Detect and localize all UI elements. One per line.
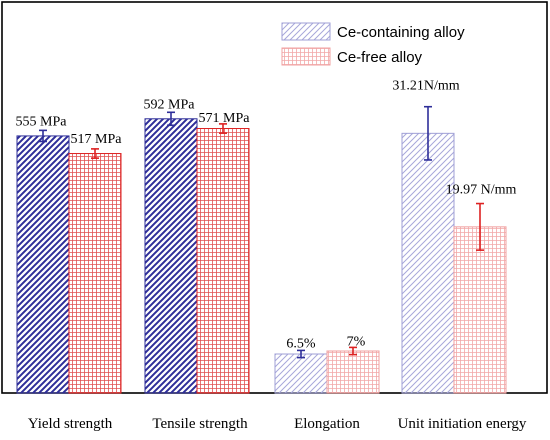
data-label-ce-free-3: 19.97 N/mm [446,183,517,198]
data-label-ce-free-1: 571 MPa [199,111,251,126]
data-label-ce-containing-3: 31.21N/mm [392,79,459,94]
data-label-ce-free-2: 7% [347,334,366,349]
bar-ce-free-3 [453,226,507,394]
error-bar-ce-containing-2 [297,349,305,359]
error-bar-ce-containing-3 [424,105,432,161]
x-tick-label-1: Tensile strength [152,416,248,432]
legend-swatch-ce-free [281,47,331,66]
bar-ce-free-1 [196,128,250,394]
bar-ce-containing-2 [274,353,328,394]
x-tick-label-3: Unit initiation energy [398,416,527,432]
data-label-ce-free-0: 517 MPa [71,132,123,147]
error-bar-ce-free-3 [476,202,484,251]
bar-ce-free-2 [326,350,380,394]
x-tick-label-0: Yield strength [28,416,113,432]
error-bar-ce-free-0 [91,148,99,159]
data-label-ce-containing-0: 555 MPa [16,114,68,129]
legend-label-ce-free: Ce-free alloy [337,49,423,66]
bar-ce-containing-3 [401,132,455,394]
bar-ce-free-0 [68,153,122,394]
legend: Ce-containing alloy Ce-free alloy [281,22,465,66]
legend-swatch-ce-containing [281,22,331,41]
error-bar-ce-containing-1 [167,111,175,127]
error-bar-ce-containing-0 [39,129,47,143]
x-tick-label-2: Elongation [294,416,360,432]
data-label-ce-containing-2: 6.5% [286,336,316,351]
error-bar-ce-free-2 [349,346,357,356]
bar-ce-containing-1 [144,118,198,394]
x-tick-labels: Yield strength Tensile strength Elongation… [28,416,527,432]
data-label-ce-containing-1: 592 MPa [144,97,196,112]
legend-label-ce-containing: Ce-containing alloy [337,24,465,41]
error-bar-ce-free-1 [219,123,227,134]
bar-ce-containing-0 [16,135,70,394]
